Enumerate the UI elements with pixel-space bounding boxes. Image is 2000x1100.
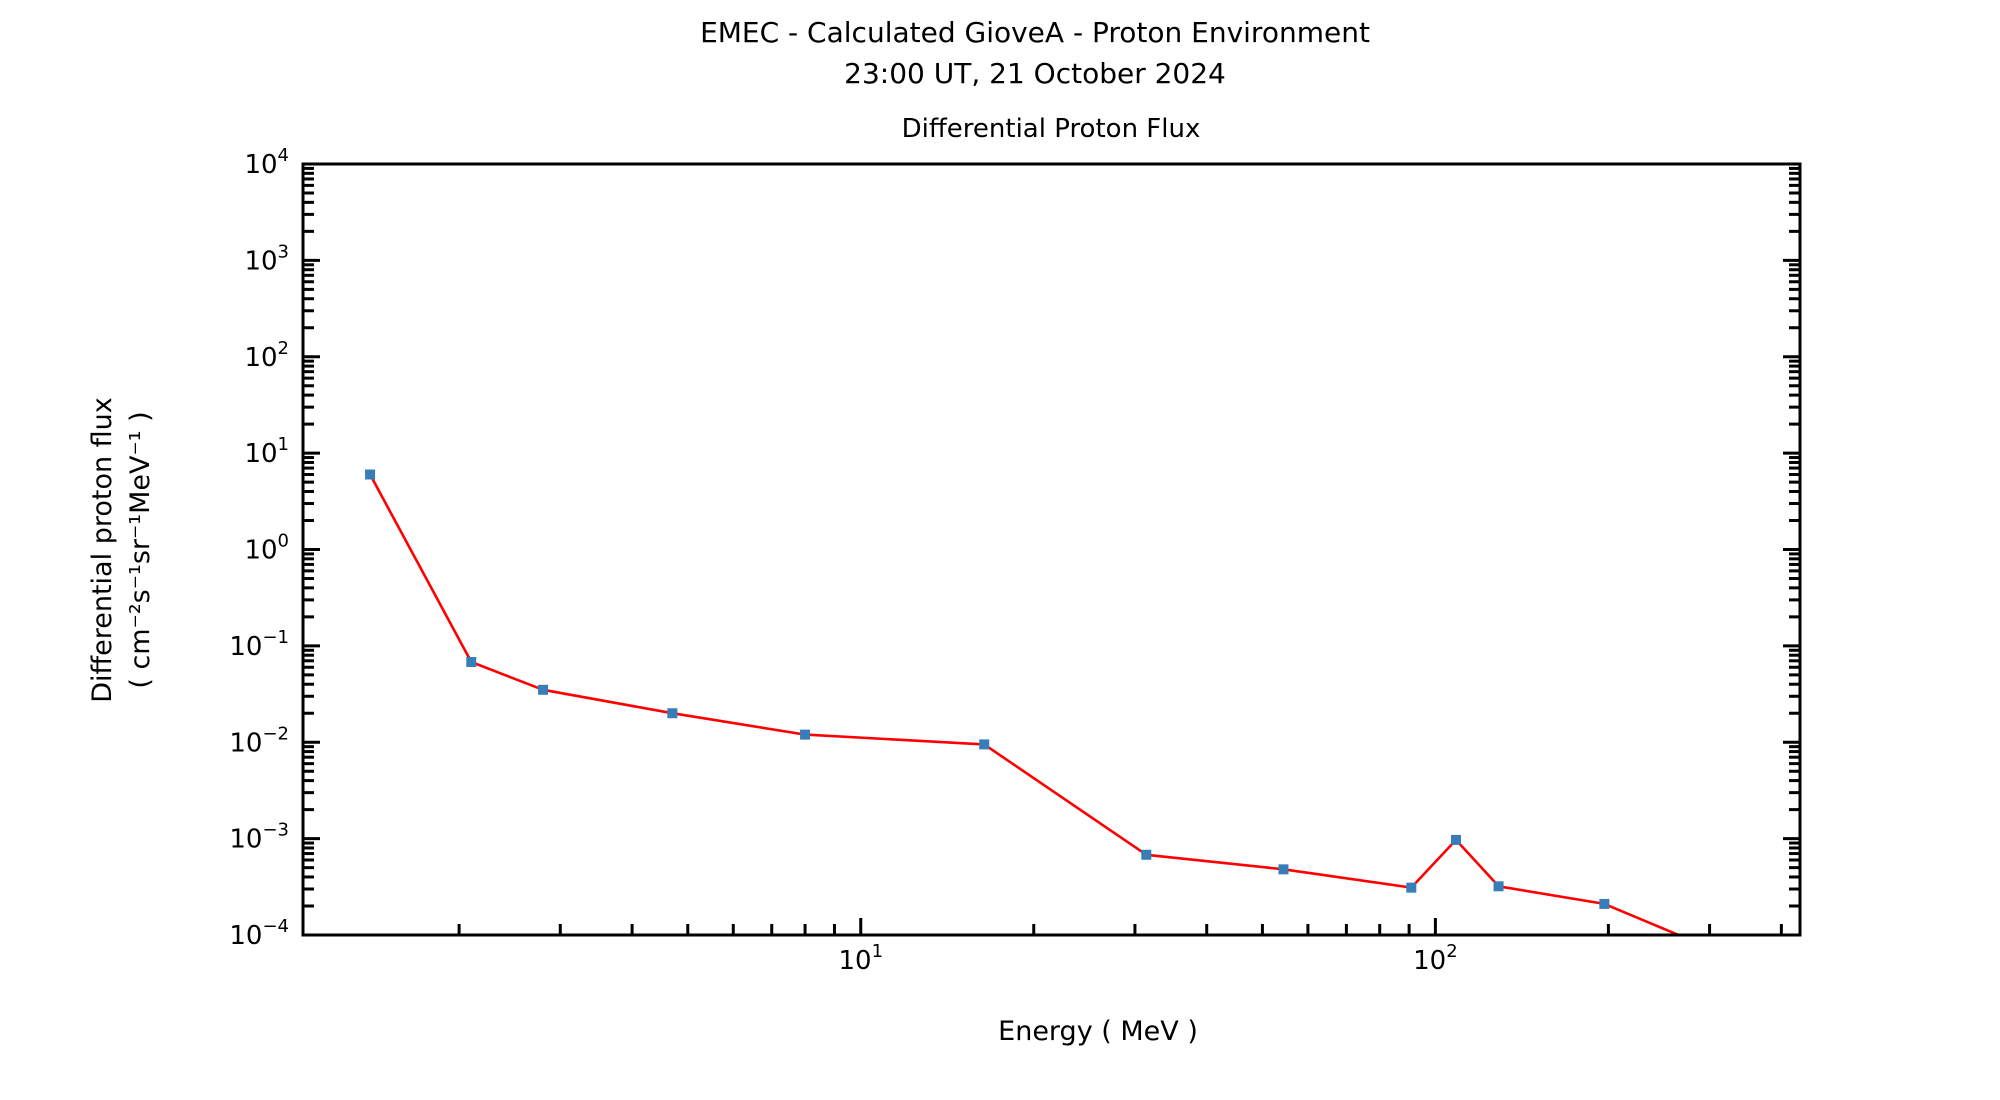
y-axis-label: Differential proton flux ( cm⁻²s⁻¹sr⁻¹Me… xyxy=(84,397,160,703)
y-tick-label: 100 xyxy=(244,531,289,566)
data-point-marker xyxy=(365,469,376,480)
y-axis-label-line2: ( cm⁻²s⁻¹sr⁻¹MeV⁻¹ ) xyxy=(125,411,156,689)
data-point-marker xyxy=(466,657,477,668)
y-axis-label-line1: Differential proton flux xyxy=(87,397,118,703)
chart-title: Differential Proton Flux xyxy=(901,114,1201,144)
figure-title-line1: EMEC - Calculated GioveA - Proton Enviro… xyxy=(700,16,1370,49)
axis-tick-labels: 10−4 10−3 10−2 10−1 100 101 102 103 104 101 102 xyxy=(229,145,1457,976)
data-point-marker xyxy=(1406,882,1417,893)
data-point-marker xyxy=(538,684,549,695)
y-tick-label: 10−1 xyxy=(229,627,289,662)
data-point-marker xyxy=(1141,849,1152,860)
data-point-marker xyxy=(1450,834,1461,845)
y-tick-label: 103 xyxy=(244,241,289,276)
y-tick-label: 10−3 xyxy=(229,820,289,855)
x-tick-label: 102 xyxy=(1413,941,1458,976)
axis-ticks xyxy=(303,162,1800,937)
figure-title-line2: 23:00 UT, 21 October 2024 xyxy=(844,57,1226,90)
data-point-marker xyxy=(800,729,811,740)
x-axis-label: Energy ( MeV ) xyxy=(998,1016,1198,1047)
y-tick-label: 101 xyxy=(244,434,289,469)
data-point-marker xyxy=(1278,864,1289,875)
y-tick-label: 10−2 xyxy=(229,723,289,758)
data-point-marker xyxy=(667,708,678,719)
series-line xyxy=(368,473,1682,935)
x-tick-label: 101 xyxy=(838,941,883,976)
data-point-marker xyxy=(1493,881,1504,892)
plot-frame xyxy=(301,162,1802,937)
data-point-marker xyxy=(1599,898,1610,909)
data-point-marker xyxy=(979,739,990,750)
data-series xyxy=(365,469,1741,964)
y-tick-label: 102 xyxy=(244,338,289,373)
y-tick-label: 10−4 xyxy=(229,916,289,951)
data-point-marker xyxy=(1731,954,1741,964)
y-tick-label: 104 xyxy=(244,145,289,180)
